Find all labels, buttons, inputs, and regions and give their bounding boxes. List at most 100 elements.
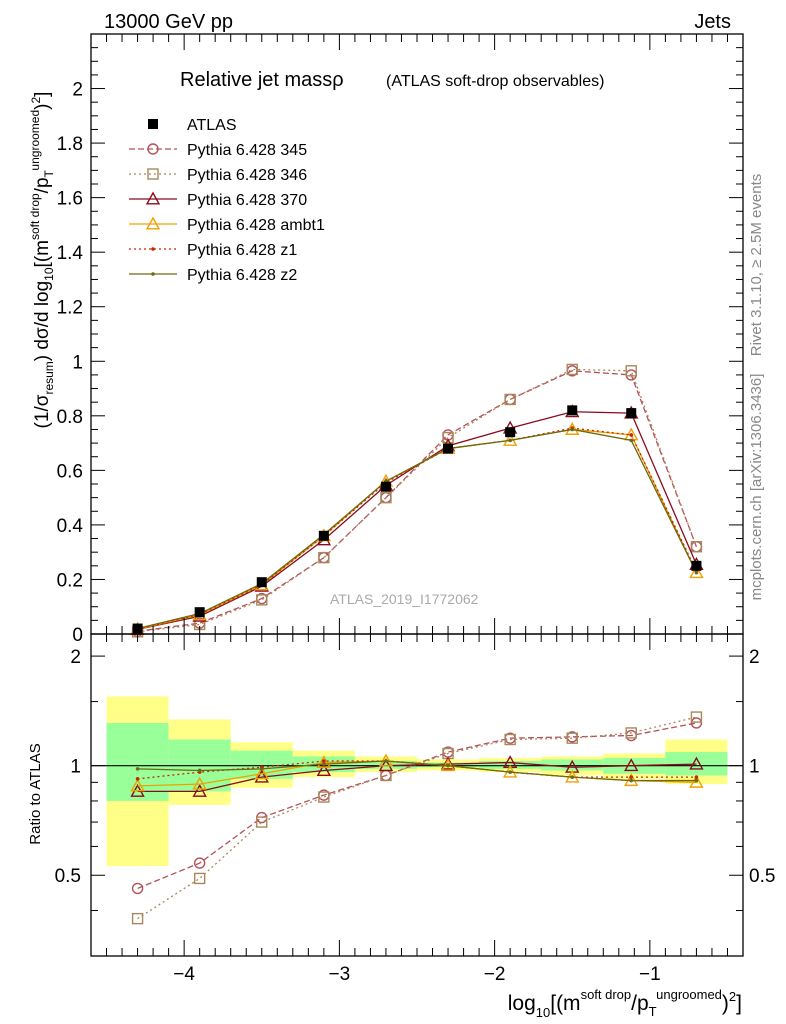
point-p346 bbox=[566, 363, 578, 376]
ratio-point-p346 bbox=[131, 912, 144, 925]
ratio-y-tick-label-right: 0.5 bbox=[749, 866, 775, 887]
y-tick-label: 1 bbox=[72, 352, 83, 373]
legend-marker-z1 bbox=[151, 247, 155, 251]
band-green bbox=[665, 752, 728, 776]
ratio-y-label: Ratio to ATLAS bbox=[27, 743, 44, 844]
ratio-point-p370 bbox=[378, 758, 394, 772]
ratio-point-p346 bbox=[504, 733, 516, 746]
ratio-point-z2 bbox=[629, 778, 634, 783]
ratio-point-z1 bbox=[694, 775, 699, 779]
header-right: Jets bbox=[694, 11, 731, 33]
ratio-point-z2 bbox=[135, 767, 140, 771]
ratio-point-p346 bbox=[193, 872, 206, 885]
ratio-point-z2 bbox=[197, 768, 202, 773]
ratio-point-p346 bbox=[625, 727, 637, 739]
ratio-point-p345 bbox=[690, 717, 703, 729]
y-tick-label: 0.8 bbox=[57, 407, 83, 428]
point-ambt1 bbox=[689, 565, 704, 579]
point-z1 bbox=[629, 433, 634, 437]
x-tick-label: −3 bbox=[329, 964, 351, 985]
legend-label-p345: Pythia 6.428 345 bbox=[187, 142, 307, 159]
legend-marker-z2 bbox=[151, 272, 155, 276]
svg-text:log10[(msoft drop/pTungroomed): log10[(msoft drop/pTungroomed)2] bbox=[508, 987, 742, 1020]
rivet-label: Rivet 3.1.10, ≥ 2.5M events bbox=[748, 174, 765, 357]
band-green bbox=[354, 760, 417, 769]
ratio-point-z2 bbox=[259, 767, 264, 771]
ratio-point-z1 bbox=[629, 775, 634, 779]
point-z2 bbox=[508, 438, 512, 443]
ratio-point-p370 bbox=[440, 756, 456, 770]
ratio-point-z2 bbox=[384, 759, 388, 763]
x-tick-label: −2 bbox=[484, 964, 506, 985]
series-line-p346 bbox=[137, 368, 698, 633]
ratio-series-layer bbox=[91, 711, 743, 925]
y-tick-label: 1.6 bbox=[57, 189, 83, 210]
ratio-y-tick-label: 2 bbox=[70, 647, 81, 668]
ratio-point-p345 bbox=[131, 882, 144, 895]
series-line-z2 bbox=[137, 428, 698, 630]
ratio-point-z2 bbox=[322, 762, 326, 766]
plot-subtitle: (ATLAS soft-drop observables) bbox=[386, 73, 604, 90]
point-ambt1 bbox=[565, 422, 580, 435]
legend-label-z2: Pythia 6.428 z2 bbox=[187, 267, 297, 284]
ratio-y-tick-label: 1 bbox=[70, 757, 81, 778]
band-green bbox=[541, 759, 604, 771]
y-axis-label: (1/σresum) dσ/d log10[(msoft drop/pTungr… bbox=[28, 92, 56, 429]
ratio-point-p346 bbox=[566, 732, 578, 744]
ratio-point-p370 bbox=[192, 783, 207, 797]
point-atlas bbox=[318, 530, 329, 541]
point-p346 bbox=[318, 551, 330, 564]
ratio-line-p370 bbox=[137, 761, 697, 793]
legend-marker-p346 bbox=[147, 168, 159, 180]
header-left: 13000 GeV pp bbox=[104, 11, 233, 33]
legend: ATLAS Pythia 6.428 345 Pythia 6.428 346 Pyt… bbox=[129, 117, 325, 284]
y-tick-label: 0.2 bbox=[57, 570, 83, 591]
y-tick-label: 2 bbox=[72, 80, 83, 101]
legend-marker-p345 bbox=[147, 143, 159, 155]
ratio-point-p345 bbox=[193, 857, 206, 869]
analysis-label: ATLAS_2019_I1772062 bbox=[330, 591, 479, 607]
ratio-point-ambt1 bbox=[316, 755, 332, 769]
ratio-y-tick-label-right: 2 bbox=[749, 647, 760, 668]
ratio-point-p370 bbox=[689, 756, 704, 770]
legend-label-p346: Pythia 6.428 346 bbox=[187, 167, 307, 184]
ratio-point-p346 bbox=[256, 816, 268, 828]
point-atlas bbox=[256, 577, 267, 588]
legend-label-atlas: ATLAS bbox=[187, 117, 237, 134]
ratio-point-ambt1 bbox=[689, 774, 704, 788]
ratio-point-p346 bbox=[690, 711, 703, 723]
ratio-uncertainty-bands bbox=[106, 696, 728, 867]
ratio-point-ambt1 bbox=[130, 778, 145, 792]
point-p346 bbox=[690, 541, 703, 553]
mcplots-label: mcplots.cern.ch [arXiv:1306.3436] bbox=[748, 374, 765, 601]
ratio-y-tick-label: 0.5 bbox=[55, 866, 81, 887]
y-tick-label: 1.4 bbox=[57, 243, 84, 264]
point-p346 bbox=[504, 393, 516, 406]
svg-text:(1/σresum) dσ/d log10[(msoft d: (1/σresum) dσ/d log10[(msoft drop/pTungr… bbox=[28, 92, 56, 429]
legend-marker-p370 bbox=[145, 191, 161, 205]
y-tick-label: 0.6 bbox=[57, 461, 83, 482]
point-atlas bbox=[567, 405, 578, 416]
legend-label-z1: Pythia 6.428 z1 bbox=[187, 242, 297, 259]
ratio-line-z2 bbox=[137, 760, 697, 782]
ratio-point-p370 bbox=[254, 769, 269, 783]
ratio-point-ambt1 bbox=[192, 776, 207, 790]
ratio-point-ambt1 bbox=[254, 766, 269, 780]
band-green bbox=[106, 722, 169, 801]
legend-label-ambt1: Pythia 6.428 ambt1 bbox=[187, 217, 325, 234]
ratio-point-p370 bbox=[624, 758, 639, 772]
ratio-point-z2 bbox=[508, 770, 512, 774]
point-atlas bbox=[626, 408, 637, 419]
ratio-point-z2 bbox=[694, 778, 699, 783]
axis-ticks: 0 0.2 0.4 0.6 0.8 1 1.2 1.4 1.6 1.8 2 −4 −3 −2 −1 0.5 0.… bbox=[55, 34, 775, 985]
legend-label-p370: Pythia 6.428 370 bbox=[187, 192, 307, 209]
ratio-y-tick-label-right: 1 bbox=[749, 757, 760, 778]
legend-marker-ambt1 bbox=[145, 216, 161, 230]
y-tick-label: 0 bbox=[72, 625, 83, 646]
point-atlas bbox=[505, 427, 516, 438]
plot-title: Relative jet massρ bbox=[180, 69, 344, 91]
point-p346 bbox=[625, 365, 637, 377]
ratio-point-z2 bbox=[570, 775, 575, 779]
point-atlas bbox=[380, 481, 391, 492]
